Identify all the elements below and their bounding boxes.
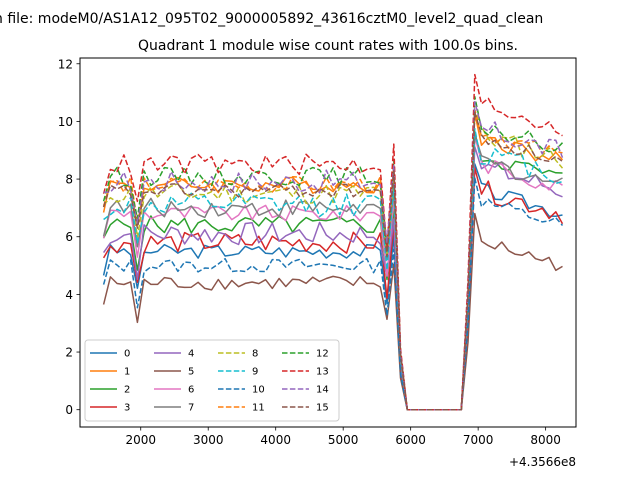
y-tick-label: 6 [65, 230, 73, 244]
x-offset-label: +4.3566e8 [509, 455, 576, 469]
series-line-3 [102, 167, 564, 411]
legend-label-3: 3 [124, 403, 130, 414]
series-line-9 [103, 127, 563, 411]
x-tick-label: 5000 [328, 433, 359, 447]
legend-label-1: 1 [124, 367, 130, 378]
legend-label-2: 2 [124, 385, 130, 396]
legend-label-6: 6 [188, 385, 194, 396]
y-tick-label: 12 [58, 57, 73, 71]
x-tick-label: 7000 [463, 433, 494, 447]
axes-frame [79, 57, 577, 428]
y-tick-label: 8 [65, 173, 73, 187]
legend-label-12: 12 [316, 349, 329, 360]
legend-label-14: 14 [316, 385, 329, 396]
x-tick-label: 4000 [260, 433, 291, 447]
y-tick-label: 4 [65, 288, 73, 302]
series-line-5 [102, 212, 563, 411]
x-tick-label: 2000 [125, 433, 156, 447]
y-tick-label: 0 [65, 403, 73, 417]
x-tick-label: 6000 [395, 433, 426, 447]
legend-label-0: 0 [124, 349, 130, 360]
plot-area [102, 73, 564, 411]
series-line-13 [102, 73, 563, 411]
series-line-2 [102, 131, 563, 411]
series-line-1 [102, 112, 564, 411]
x-tick-label: 3000 [193, 433, 224, 447]
y-tick-label: 10 [58, 115, 73, 129]
legend-label-15: 15 [316, 403, 329, 414]
series-line-12 [102, 96, 564, 411]
series-line-15 [102, 111, 563, 411]
figure-suptitle: n file: modeM0/AS1A12_095T02_9000005892_… [0, 11, 543, 27]
legend-frame [84, 339, 340, 422]
y-tick-label: 2 [65, 346, 73, 360]
legend-label-4: 4 [188, 349, 194, 360]
legend-label-8: 8 [252, 349, 258, 360]
legend-label-11: 11 [252, 403, 265, 414]
chart-title: Quadrant 1 module wise count rates with … [138, 38, 518, 54]
series-line-4 [102, 146, 563, 411]
legend-label-13: 13 [316, 367, 329, 378]
y-axis: 0 2 4 6 8 10 12 [58, 57, 80, 417]
legend-label-9: 9 [252, 367, 258, 378]
series-line-11 [102, 109, 563, 411]
legend-label-10: 10 [252, 385, 265, 396]
series-line-8 [103, 109, 564, 411]
legend-label-5: 5 [188, 367, 194, 378]
x-tick-label: 8000 [530, 433, 561, 447]
legend-label-7: 7 [188, 403, 194, 414]
series-line-7 [102, 133, 563, 411]
x-axis: 2000 3000 4000 5000 6000 7000 8000 [125, 427, 561, 447]
series-line-10 [102, 177, 564, 411]
